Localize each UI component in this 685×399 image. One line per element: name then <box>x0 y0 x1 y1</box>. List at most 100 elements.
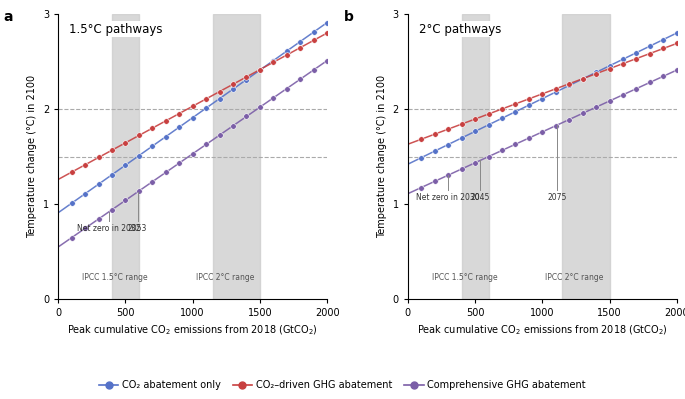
Point <box>254 67 265 73</box>
Point <box>564 117 575 123</box>
Point <box>550 86 561 92</box>
Point <box>416 154 427 161</box>
Point <box>470 160 481 166</box>
Point <box>537 95 548 102</box>
Point <box>147 125 158 131</box>
Point <box>429 148 440 154</box>
Point <box>470 128 481 134</box>
Point <box>564 82 575 89</box>
Point <box>254 104 265 111</box>
Text: 2075: 2075 <box>547 193 566 202</box>
Point <box>590 71 601 77</box>
Point <box>523 102 534 109</box>
Point <box>590 69 601 75</box>
Point <box>429 131 440 137</box>
Point <box>134 132 145 139</box>
Text: 1.5°C pathways: 1.5°C pathways <box>69 22 162 36</box>
Point <box>214 95 225 102</box>
Point <box>497 115 508 121</box>
Bar <box>562 14 610 299</box>
Y-axis label: Temperature change (°C) in 2100: Temperature change (°C) in 2100 <box>377 75 387 238</box>
Bar <box>462 14 488 299</box>
Point <box>322 57 333 64</box>
Point <box>174 160 185 166</box>
Point <box>537 91 548 97</box>
Point <box>295 38 306 45</box>
Point <box>671 67 682 73</box>
Point <box>577 110 588 117</box>
Point <box>93 216 104 222</box>
Point <box>590 104 601 111</box>
Point <box>645 79 656 86</box>
Point <box>497 106 508 112</box>
Point <box>308 29 319 35</box>
Text: IPCC 1.5°C range: IPCC 1.5°C range <box>432 273 497 282</box>
Point <box>227 122 238 129</box>
Point <box>510 101 521 107</box>
Text: Net zero in 2030: Net zero in 2030 <box>416 193 480 202</box>
Point <box>631 49 642 56</box>
Point <box>510 141 521 148</box>
Text: IPCC 2°C range: IPCC 2°C range <box>545 273 603 282</box>
Text: IPCC 1.5°C range: IPCC 1.5°C range <box>82 273 147 282</box>
Point <box>429 178 440 184</box>
Point <box>268 57 279 64</box>
Point <box>456 121 467 127</box>
Legend: CO₂ abatement only, CO₂–driven GHG abatement, Comprehensive GHG abatement: CO₂ abatement only, CO₂–driven GHG abate… <box>95 376 590 394</box>
Point <box>268 95 279 101</box>
X-axis label: Peak cumulative CO$_2$ emissions from 2018 (GtCO$_2$): Peak cumulative CO$_2$ emissions from 20… <box>67 324 318 338</box>
Point <box>416 136 427 142</box>
Point <box>107 172 118 178</box>
Point <box>66 169 77 175</box>
Point <box>241 113 252 120</box>
Point <box>497 147 508 154</box>
Point <box>523 135 534 141</box>
Point <box>282 48 292 54</box>
Point <box>241 74 252 80</box>
Point <box>134 152 145 159</box>
Text: 2045: 2045 <box>471 193 490 202</box>
Point <box>241 76 252 83</box>
Point <box>160 169 171 176</box>
Point <box>120 197 131 203</box>
X-axis label: Peak cumulative CO$_2$ emissions from 2018 (GtCO$_2$): Peak cumulative CO$_2$ emissions from 20… <box>417 324 668 338</box>
Point <box>201 105 212 111</box>
Text: 2°C pathways: 2°C pathways <box>419 22 501 36</box>
Point <box>147 178 158 185</box>
Point <box>187 115 198 121</box>
Point <box>201 96 212 102</box>
Text: Net zero in 2032: Net zero in 2032 <box>77 224 140 233</box>
Point <box>631 55 642 62</box>
Point <box>577 75 588 82</box>
Point <box>93 181 104 188</box>
Point <box>79 190 90 197</box>
Point <box>120 162 131 168</box>
Text: IPCC 2°C range: IPCC 2°C range <box>196 273 254 282</box>
Point <box>227 81 238 87</box>
Point <box>617 60 628 67</box>
Point <box>282 85 292 92</box>
Point <box>510 109 521 115</box>
Point <box>308 37 319 43</box>
Point <box>564 81 575 87</box>
Point <box>227 86 238 92</box>
Point <box>443 172 453 178</box>
Point <box>658 73 669 79</box>
Point <box>66 200 77 206</box>
Point <box>93 154 104 161</box>
Point <box>456 135 467 141</box>
Point <box>66 235 77 241</box>
Point <box>550 89 561 95</box>
Point <box>443 141 453 148</box>
Point <box>107 147 118 153</box>
Point <box>645 43 656 49</box>
Point <box>187 103 198 109</box>
Point <box>120 140 131 146</box>
Point <box>295 76 306 82</box>
Point <box>483 122 494 128</box>
Text: a: a <box>3 10 13 24</box>
Point <box>604 65 615 72</box>
Point <box>107 206 118 213</box>
Point <box>523 96 534 102</box>
Point <box>577 76 588 82</box>
